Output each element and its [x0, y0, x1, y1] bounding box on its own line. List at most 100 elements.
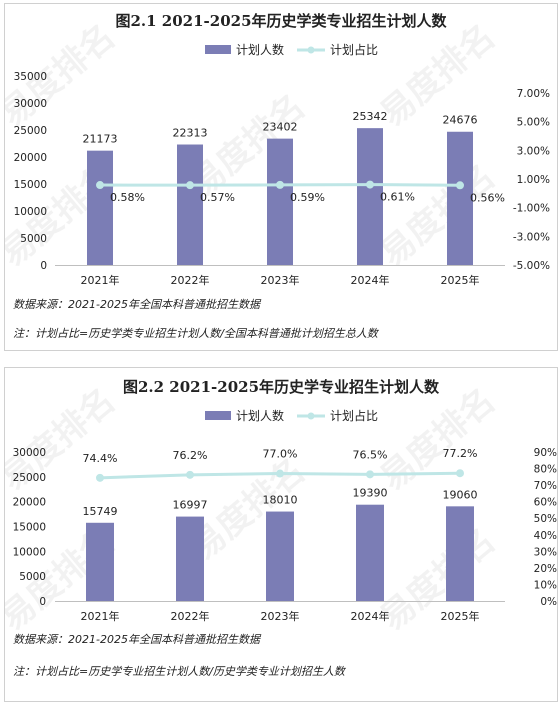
chart-2-y-tick-label: 5000 — [19, 571, 46, 583]
chart-1-line-value-label: 0.56% — [470, 191, 505, 204]
chart-2-line-value-label: 76.2% — [173, 449, 208, 462]
chart-2-bar-value-label: 15749 — [83, 505, 118, 518]
chart-1-y2-tick-label: -3.00% — [513, 231, 550, 243]
chart-1-bar — [357, 128, 383, 265]
chart-1-bar-value-label: 24676 — [443, 114, 478, 127]
chart-1-line-value-label: 0.61% — [380, 191, 415, 204]
chart-panel-2: 易度排名 易度排名 易度排名 易度排名 易度排名 图2.2 2021-2025年历史学专业… — [4, 367, 558, 702]
chart-1-x-tick-label: 2024年 — [351, 273, 390, 287]
chart-1-y-tick-label: 35000 — [14, 71, 47, 83]
chart-2-y2-tick-label: 40% — [534, 530, 557, 542]
chart-2-line-point — [276, 469, 284, 478]
chart-1-bar-value-label: 23402 — [263, 121, 298, 134]
chart-2-y-tick-label: 0 — [39, 596, 46, 608]
chart-2-y2-tick-label: 70% — [534, 480, 557, 492]
chart-2-watermark-text: 易度排名 — [373, 381, 503, 499]
chart-2-y-tick-label: 25000 — [13, 472, 46, 484]
chart-2-line-value-label: 77.2% — [443, 447, 478, 460]
chart-2-y-tick-label: 30000 — [13, 447, 46, 459]
chart-2-line-value-label: 74.4% — [83, 452, 118, 465]
chart-1-bar-value-label: 21173 — [83, 133, 118, 146]
chart-2-legend-bar-swatch — [205, 411, 231, 420]
chart-2-y2-tick-label: 80% — [534, 464, 557, 476]
chart-1-watermark-text: 易度排名 — [373, 17, 503, 135]
chart-2-y-tick-label: 15000 — [13, 522, 46, 534]
chart-1-legend-bar-label: 计划人数 — [236, 42, 284, 57]
chart-2-bar-value-label: 18010 — [263, 494, 298, 507]
chart-1-y2-tick-label: -1.00% — [513, 203, 550, 215]
chart-1-y2-tick-label: 5.00% — [517, 117, 550, 129]
chart-1-bar — [447, 131, 473, 265]
chart-2-legend-line-marker — [307, 412, 315, 420]
chart-2-line-point — [366, 470, 374, 479]
chart-1-line-point — [96, 181, 104, 190]
chart-1-legend-line-marker — [307, 46, 315, 54]
chart-2-legend-bar-label: 计划人数 — [236, 408, 284, 423]
chart-2-x-tick-label: 2021年 — [81, 609, 120, 623]
chart-1-y-tick-label: 0 — [40, 260, 47, 272]
chart-1-y-tick-label: 30000 — [14, 98, 47, 110]
chart-1-bar — [177, 144, 203, 265]
chart-2-y2-tick-label: 90% — [534, 447, 557, 459]
chart-1-line-value-label: 0.57% — [200, 191, 235, 204]
chart-1-note: 注：计划占比=历史学类专业招生计划人数/全国本科普通批计划招生总人数 — [13, 327, 378, 340]
chart-1-x-tick-label: 2025年 — [441, 273, 480, 287]
chart-1-line-point — [366, 180, 374, 189]
chart-2-bar — [446, 506, 474, 601]
chart-1-y-tick-label: 10000 — [14, 206, 47, 218]
chart-1-bar-value-label: 25342 — [353, 110, 388, 123]
chart-2-note: 注：计划占比=历史学专业招生计划人数/历史学类专业计划招生人数 — [13, 665, 345, 678]
chart-2-x-tick-label: 2025年 — [441, 609, 480, 623]
chart-2-line-point — [96, 473, 104, 482]
chart-1-x-tick-label: 2021年 — [81, 273, 120, 287]
chart-1-line-point — [456, 181, 464, 190]
chart-1-source: 数据来源：2021-2025年全国本科普通批招生数据 — [13, 298, 260, 311]
chart-2-legend-line-label: 计划占比 — [330, 408, 378, 423]
chart-panel-1: 易度排名 易度排名 易度排名 易度排名 易度排名 图2.1 2021-2025年历史学类专… — [4, 3, 558, 351]
chart-1-legend-line-label: 计划占比 — [330, 42, 378, 57]
chart-1-y-tick-label: 5000 — [20, 233, 47, 245]
chart-1-bar — [267, 138, 293, 265]
chart-1-bar — [87, 150, 113, 265]
chart-2-y2-tick-label: 30% — [534, 546, 557, 558]
chart-1-legend-bar-swatch — [205, 45, 231, 54]
chart-2-line-point — [456, 469, 464, 478]
chart-1-y2-tick-label: 1.00% — [517, 174, 550, 186]
chart-2-bar — [176, 516, 204, 601]
chart-1-y-tick-label: 20000 — [14, 152, 47, 164]
chart-1-y-tick-label: 25000 — [14, 125, 47, 137]
chart-1-title: 图2.1 2021-2025年历史学类专业招生计划人数 — [115, 12, 447, 30]
chart-2-x-tick-label: 2022年 — [171, 609, 210, 623]
chart-2-y2-tick-label: 20% — [534, 563, 557, 575]
chart-2-bar-value-label: 16997 — [173, 499, 208, 512]
chart-1-x-tick-label: 2022年 — [171, 273, 210, 287]
chart-2-x-tick-label: 2023年 — [261, 609, 300, 623]
chart-1-bar-value-label: 22313 — [173, 127, 208, 140]
chart-1-y2-tick-label: 3.00% — [517, 145, 550, 157]
chart-2-source: 数据来源：2021-2025年全国本科普通批招生数据 — [13, 633, 260, 646]
chart-1-watermark-text: 易度排名 — [373, 157, 503, 275]
chart-2-y-tick-label: 20000 — [13, 497, 46, 509]
chart-2-line-value-label: 77.0% — [263, 448, 298, 461]
chart-2-watermark-text: 易度排名 — [373, 521, 503, 639]
chart-2-y2-tick-label: 0% — [540, 596, 557, 608]
chart-1-line-value-label: 0.58% — [110, 191, 145, 204]
chart-2-bar — [86, 522, 114, 601]
chart-1-legend: 计划人数 计划占比 — [205, 42, 378, 57]
chart-1-y2-tick-label: -5.00% — [513, 260, 550, 272]
chart-2-y2-tick-label: 10% — [534, 579, 557, 591]
chart-2-y2-tick-label: 50% — [534, 513, 557, 525]
chart-1-x-tick-label: 2023年 — [261, 273, 300, 287]
chart-2-line-point — [186, 470, 194, 479]
chart-2-y-tick-label: 10000 — [13, 546, 46, 558]
chart-2-bar — [356, 504, 384, 601]
chart-1-y2-tick-label: 7.00% — [517, 88, 550, 100]
chart-1-line-value-label: 0.59% — [290, 191, 325, 204]
chart-2-bar-value-label: 19060 — [443, 488, 478, 501]
chart-2-line-value-label: 76.5% — [353, 448, 388, 461]
chart-2-bar — [266, 511, 294, 601]
chart-1-y-tick-label: 15000 — [14, 179, 47, 191]
chart-1-line-point — [276, 180, 284, 189]
